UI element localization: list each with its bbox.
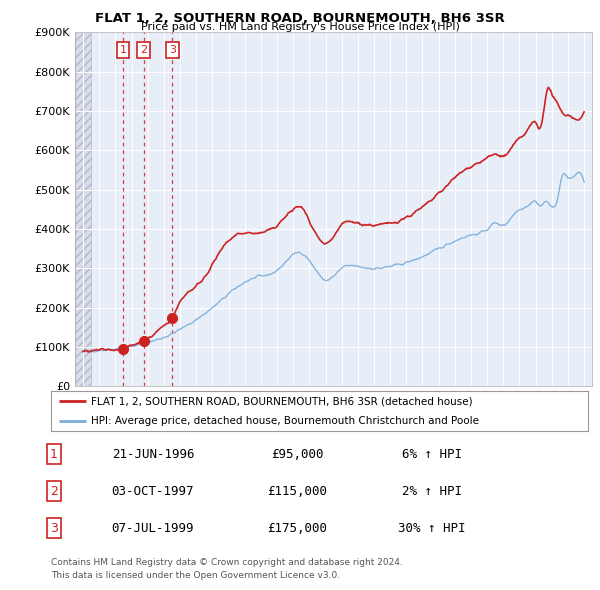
Text: 3: 3 xyxy=(169,45,176,55)
Text: 03-OCT-1997: 03-OCT-1997 xyxy=(112,484,194,498)
Text: HPI: Average price, detached house, Bournemouth Christchurch and Poole: HPI: Average price, detached house, Bour… xyxy=(91,416,479,425)
Text: 30% ↑ HPI: 30% ↑ HPI xyxy=(398,522,466,535)
Bar xyxy=(75,32,91,386)
Text: 1: 1 xyxy=(119,45,127,55)
Text: 2: 2 xyxy=(140,45,147,55)
Text: Price paid vs. HM Land Registry's House Price Index (HPI): Price paid vs. HM Land Registry's House … xyxy=(140,22,460,32)
Text: 3: 3 xyxy=(50,522,58,535)
Text: 6% ↑ HPI: 6% ↑ HPI xyxy=(402,447,462,461)
Text: £95,000: £95,000 xyxy=(271,447,323,461)
Text: This data is licensed under the Open Government Licence v3.0.: This data is licensed under the Open Gov… xyxy=(51,571,340,579)
Text: £115,000: £115,000 xyxy=(267,484,327,498)
Text: 21-JUN-1996: 21-JUN-1996 xyxy=(112,447,194,461)
Text: FLAT 1, 2, SOUTHERN ROAD, BOURNEMOUTH, BH6 3SR (detached house): FLAT 1, 2, SOUTHERN ROAD, BOURNEMOUTH, B… xyxy=(91,396,473,407)
Text: £175,000: £175,000 xyxy=(267,522,327,535)
Text: 07-JUL-1999: 07-JUL-1999 xyxy=(112,522,194,535)
Text: 2% ↑ HPI: 2% ↑ HPI xyxy=(402,484,462,498)
Text: 1: 1 xyxy=(50,447,58,461)
Text: 2: 2 xyxy=(50,484,58,498)
Bar xyxy=(75,32,91,386)
Text: FLAT 1, 2, SOUTHERN ROAD, BOURNEMOUTH, BH6 3SR: FLAT 1, 2, SOUTHERN ROAD, BOURNEMOUTH, B… xyxy=(95,12,505,25)
Text: Contains HM Land Registry data © Crown copyright and database right 2024.: Contains HM Land Registry data © Crown c… xyxy=(51,558,403,566)
